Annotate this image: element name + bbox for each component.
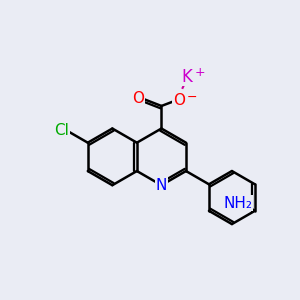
- Text: O: O: [172, 93, 184, 108]
- Text: +: +: [195, 66, 206, 79]
- Text: NH₂: NH₂: [223, 196, 252, 211]
- Text: Cl: Cl: [54, 123, 69, 138]
- Text: O: O: [132, 91, 144, 106]
- Text: −: −: [187, 91, 197, 104]
- Text: K: K: [182, 68, 192, 85]
- Text: N: N: [156, 178, 167, 193]
